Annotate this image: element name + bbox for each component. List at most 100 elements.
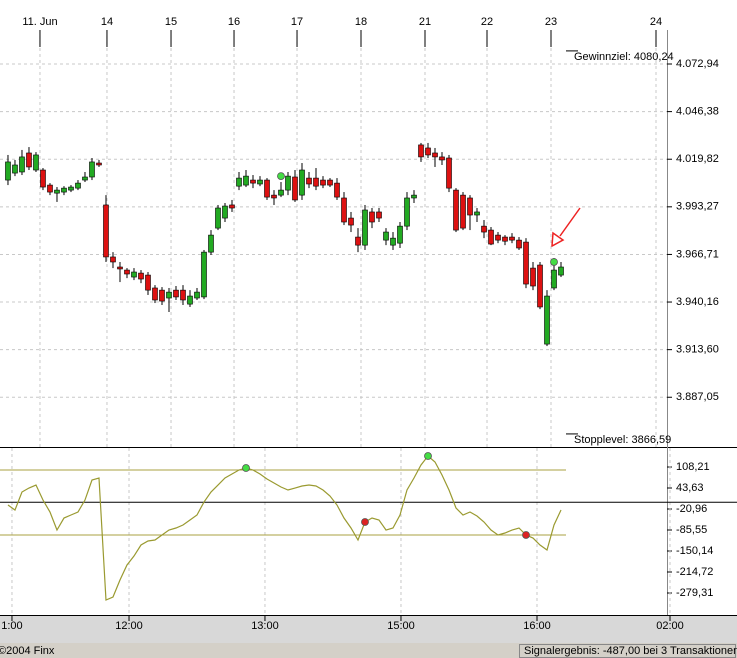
candle-body — [82, 176, 88, 181]
candle-body — [432, 152, 438, 158]
y-tick-label: 3.887,05 — [676, 391, 719, 403]
candle-body — [180, 289, 186, 301]
candle-body — [12, 164, 18, 174]
level-label: Stopplevel: 3866,59 — [574, 434, 671, 446]
copyright: ©2004 Finx — [0, 645, 55, 657]
candle-body — [348, 217, 354, 226]
signal-marker — [424, 452, 432, 460]
candle-body — [404, 197, 410, 227]
candle-body — [320, 179, 326, 186]
x-tick-label: 17 — [291, 16, 303, 28]
time-axis-band — [0, 615, 737, 643]
candle-body — [453, 189, 459, 231]
y-tick-label: 4.072,94 — [676, 58, 719, 70]
signal-marker — [277, 172, 285, 181]
candle-body — [495, 234, 501, 241]
y-tick-label: -85,55 — [676, 524, 707, 536]
x-tick-label: 15 — [165, 16, 177, 28]
candle-body — [68, 186, 74, 191]
candle-body — [208, 234, 214, 253]
candle-body — [152, 287, 158, 301]
signal-marker — [242, 464, 250, 472]
candle-body — [411, 194, 417, 199]
candle-body — [138, 272, 144, 280]
candle-body — [75, 182, 81, 189]
candle-body — [334, 182, 340, 198]
y-tick-label: -20,96 — [676, 503, 707, 515]
candle-body — [229, 204, 235, 209]
y-tick-label: 3.913,60 — [676, 344, 719, 356]
candle-body — [173, 289, 179, 298]
candle-body — [418, 144, 424, 158]
candle-body — [390, 237, 396, 246]
candle-body — [61, 187, 67, 193]
candle-body — [47, 184, 53, 193]
candle-body — [257, 179, 263, 185]
y-tick-label: 3.966,71 — [676, 248, 719, 260]
candle-body — [236, 177, 242, 187]
arrow-shaft — [559, 207, 581, 237]
x-tick-label: 18 — [355, 16, 367, 28]
candle-body — [502, 236, 508, 242]
x-tick-label: 02:00 — [656, 620, 684, 632]
candle-body — [40, 169, 46, 188]
candle-body — [166, 291, 172, 299]
y-tick-label: 4.046,38 — [676, 106, 719, 118]
candle-body — [467, 197, 473, 216]
oscillator-line — [7, 455, 562, 601]
arrow-head — [551, 231, 565, 248]
candle-body — [33, 154, 39, 171]
candle-body — [264, 179, 270, 198]
candle-body — [558, 266, 564, 276]
candle-body — [488, 229, 494, 245]
candle-body — [243, 175, 249, 186]
candle-body — [110, 256, 116, 263]
candle-body — [201, 251, 207, 298]
candle-body — [89, 161, 95, 178]
x-tick-label: 12:00 — [115, 620, 143, 632]
candle-body — [397, 225, 403, 244]
candle-body — [544, 295, 550, 345]
y-tick-label: 4.019,82 — [676, 153, 719, 165]
x-tick-label: 15:00 — [387, 620, 415, 632]
candle-body — [460, 194, 466, 229]
x-tick-label: 11. Jun — [22, 16, 57, 28]
x-tick-label: 21 — [419, 16, 431, 28]
candle-body — [530, 267, 536, 287]
candle-body — [355, 236, 361, 246]
signal-marker — [522, 531, 530, 539]
signal-result: Signalergebnis: -487,00 bei 3 Transaktio… — [524, 645, 737, 657]
candle-body — [537, 264, 543, 308]
candle-body — [187, 295, 193, 305]
level-label: Gewinnziel: 4080,24 — [574, 51, 674, 63]
x-tick-label: 16:00 — [523, 620, 551, 632]
y-tick-label: -214,72 — [676, 566, 713, 578]
candle-body — [369, 211, 375, 223]
candle-body — [285, 175, 291, 191]
candle-body — [474, 211, 480, 216]
candle-body — [131, 271, 137, 278]
candle-body — [26, 152, 32, 168]
candle-body — [446, 157, 452, 189]
candle-body — [327, 179, 333, 186]
candle-body — [222, 205, 228, 219]
candle-body — [551, 269, 557, 289]
y-tick-label: 3.993,27 — [676, 201, 719, 213]
candle-body — [271, 194, 277, 199]
candle-body — [54, 189, 60, 194]
y-tick-label: -279,31 — [676, 587, 713, 599]
candle-body — [124, 269, 130, 275]
candle-body — [313, 177, 319, 187]
candle-body — [425, 147, 431, 156]
candle-body — [250, 179, 256, 184]
candle-body — [194, 291, 200, 299]
candle-body — [215, 207, 221, 229]
candle-body — [5, 161, 11, 181]
x-tick-label: 16 — [228, 16, 240, 28]
y-tick-label: 108,21 — [676, 461, 710, 473]
candle-body — [523, 241, 529, 285]
x-tick-label: 1:00 — [1, 620, 22, 632]
candle-body — [383, 231, 389, 241]
